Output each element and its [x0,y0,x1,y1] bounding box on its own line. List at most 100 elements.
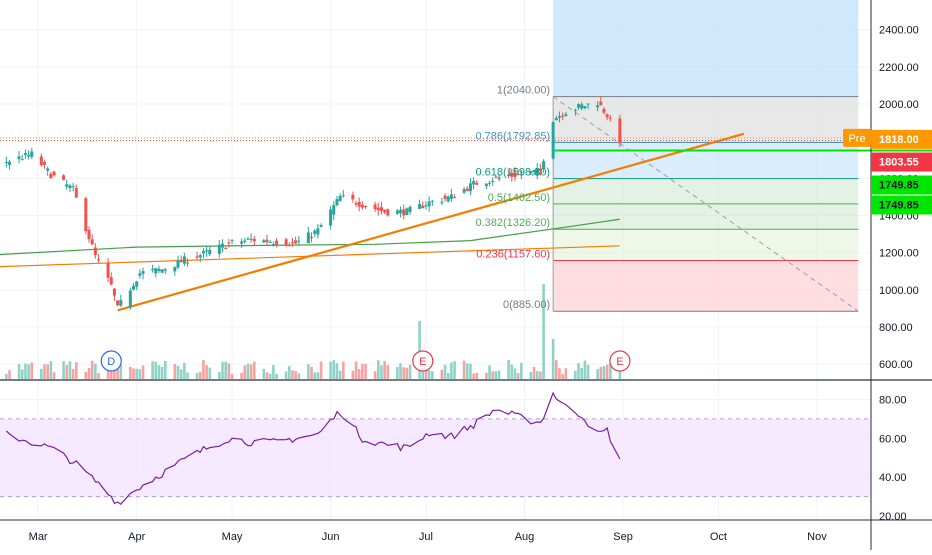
volume-bar [68,361,72,379]
candle-body [316,228,320,235]
candle-body [551,121,555,159]
volume-bar [43,364,46,379]
candle-body [383,209,387,213]
volume-bar [338,370,342,379]
candle-body [535,168,539,176]
volume-bar [160,366,164,379]
volume-bar [173,364,177,379]
candle-body [163,269,167,271]
candle-body [440,201,444,203]
volume-bar [27,364,30,379]
candle-body [449,194,453,199]
volume-bar [491,371,495,379]
volume-bar [163,360,167,379]
candle-body [217,244,221,254]
candle-body [557,115,561,118]
volume-bar [402,367,406,379]
candle-body [586,103,590,105]
volume-bar [488,365,491,379]
candle-body [510,172,514,177]
candle-body [602,109,606,113]
event-marker [609,350,631,372]
rsi-tick-label: 40.00 [879,472,907,484]
candle-body [74,187,78,198]
candle-body [430,200,434,202]
candle-body [599,101,603,106]
candle-body [484,183,488,187]
volume-bar [205,365,208,379]
volume-bar [507,360,510,379]
time-tick-label: Oct [710,531,727,543]
volume-bar [542,284,545,379]
rsi-band [0,418,871,497]
fib-zone [553,260,859,312]
volume-bar [561,373,564,379]
candle-body [265,239,269,243]
volume-bar [65,364,69,379]
volume-bar [307,364,310,379]
candle-body [160,269,164,273]
volume-bar [472,373,475,379]
candle-body [335,199,339,206]
volume-bar [497,370,501,379]
axis-price-tag [871,175,932,195]
volume-bar [529,371,533,379]
volume-bar [602,366,606,379]
volume-bar [116,368,119,379]
volume-bar [179,369,183,379]
volume-bar [246,363,250,379]
fibonacci-zones [552,0,859,312]
volume-bar [129,366,132,379]
volume-bar [71,368,75,379]
volume-bar [354,361,358,379]
candle-body [332,205,336,215]
volume-bar [516,373,520,379]
candle-body [176,260,180,268]
candle-body [399,209,403,214]
candle-body [516,174,520,176]
candle-body [294,240,298,244]
volume-bar [5,373,8,379]
candle-body [351,194,355,200]
fib-zone [553,178,859,204]
volume-bar [342,361,345,379]
volume-bar [62,361,65,379]
candle-body [405,208,409,215]
volume-bar [20,369,24,379]
volume-bar [396,367,399,379]
volume-bar [431,371,434,379]
volume-bar [539,371,542,379]
candle-body [240,241,244,244]
candle-body [605,114,609,118]
volume-bar [46,364,49,379]
candle-body [87,229,91,240]
candle-body [246,238,250,240]
volume-bar [399,363,402,379]
event-marker [412,350,434,372]
volume-bar [361,363,364,379]
candle-body [618,118,622,144]
candle-body [507,175,511,177]
trend-lines [0,96,932,312]
candle-body [408,206,412,212]
candle-body [97,259,101,261]
volume-bar [313,372,317,379]
premarket-tag [843,128,871,147]
volume-bar [609,363,612,379]
volume-bar [30,362,34,379]
candle-body [90,239,94,245]
fib-level-label: 0(885.00) [503,299,550,311]
candle-body [379,207,383,212]
volume-bar [424,363,428,379]
volume-bar [40,368,43,379]
rsi-tick-label: 80.00 [879,394,907,406]
price-tick-label: 2000.00 [879,99,919,111]
moving-average-200 [0,218,620,256]
volume-bar [332,360,336,379]
volume-bar [596,369,599,379]
candle-body [402,209,406,216]
axis-price-tag-label: 1749.85 [879,180,919,192]
candle-body [491,181,495,183]
